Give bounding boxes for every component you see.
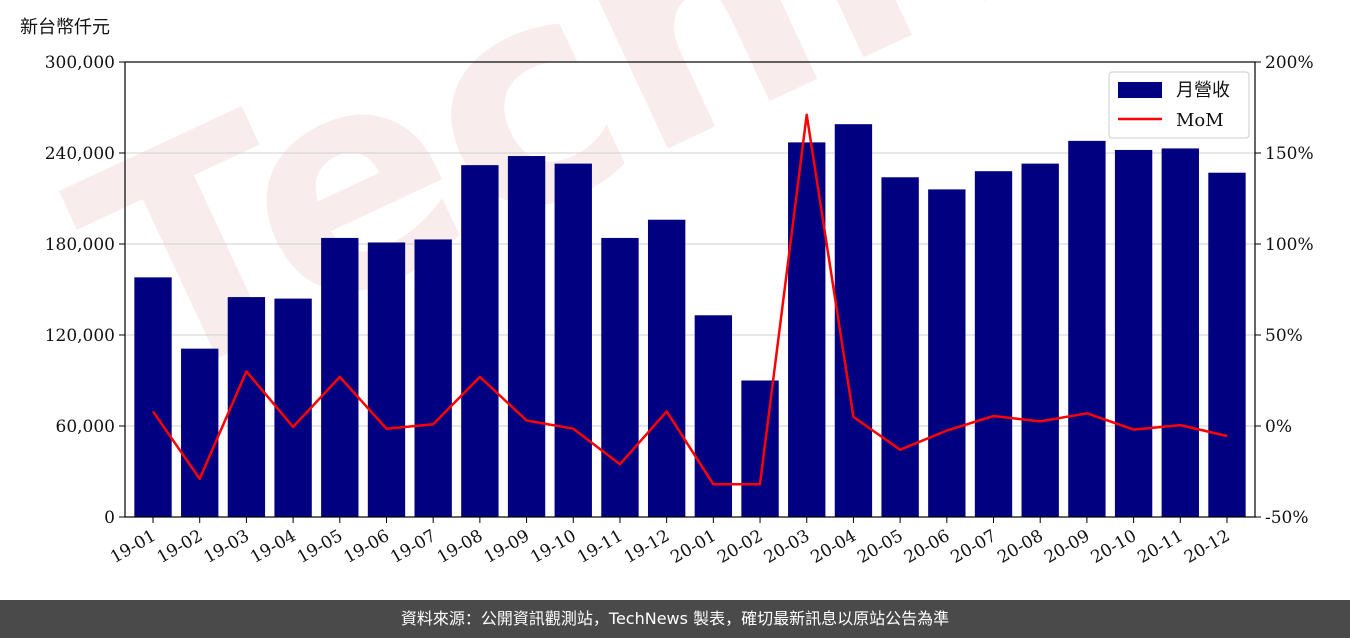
y2-tick-label: -50%: [1265, 508, 1309, 528]
revenue-bar: [974, 171, 1013, 517]
revenue-bar: [507, 156, 546, 518]
x-tick-label: 20-09: [1041, 526, 1093, 568]
revenue-bar: [601, 237, 639, 517]
x-tick-label: 19-02: [154, 526, 206, 568]
x-tick-label: 20-08: [994, 526, 1046, 568]
revenue-bar: [181, 348, 219, 517]
x-tick-label: 20-05: [854, 526, 906, 568]
x-tick-label: 20-07: [948, 526, 1000, 568]
y-tick-label: 180,000: [45, 235, 115, 255]
left-y-axis: 0 60,000 120,000 180,000 240,000 300,000: [45, 53, 125, 528]
revenue-bar: [461, 165, 499, 517]
x-tick-label: 19-08: [434, 526, 486, 568]
x-axis: 19-0119-0219-0319-0419-0519-0619-0719-08…: [107, 517, 1233, 568]
y2-tick-label: 150%: [1265, 144, 1314, 164]
x-tick-label: 19-10: [527, 526, 579, 568]
revenue-bar: [1021, 163, 1059, 517]
revenue-bars: [134, 124, 1246, 518]
revenue-bar: [1208, 172, 1246, 517]
revenue-bar: [274, 298, 312, 517]
x-tick-label: 19-09: [481, 526, 533, 568]
x-tick-label: 20-01: [667, 526, 719, 568]
y-tick-label: 60,000: [56, 417, 115, 437]
y-tick-label: 300,000: [45, 53, 115, 73]
y2-tick-label: 0%: [1265, 417, 1292, 437]
monthly-revenue-chart: TechNews 060,000120,000180,000240,000300…: [20, 0, 1350, 568]
x-tick-label: 19-01: [107, 526, 159, 568]
right-y-axis: -50% 0% 50% 100% 150% 200%: [1255, 53, 1314, 528]
y-tick-label: 120,000: [45, 326, 115, 346]
x-tick-label: 19-07: [387, 526, 439, 568]
x-tick-label: 19-11: [574, 526, 626, 568]
revenue-bar: [414, 239, 452, 517]
y-tick-label: 0: [104, 508, 115, 528]
mom-line-group: [151, 113, 1228, 486]
y-axis-label: 新台幣仟元: [20, 17, 110, 38]
mom-line: [151, 113, 1228, 486]
revenue-bar: [881, 177, 919, 517]
revenue-bar: [1068, 140, 1106, 517]
x-tick-label: 19-06: [341, 526, 393, 568]
grid-lines: [125, 152, 1255, 427]
revenue-bar: [367, 242, 406, 517]
x-tick-label: 20-04: [807, 526, 859, 568]
revenue-bar: [928, 189, 966, 517]
x-tick-label: 20-12: [1181, 526, 1233, 568]
revenue-bar: [647, 219, 686, 517]
x-tick-label: 20-10: [1088, 526, 1140, 568]
legend: 月營收 MoM: [1108, 71, 1250, 139]
x-tick-label: 19-05: [294, 526, 346, 568]
x-tick-label: 19-04: [247, 526, 299, 568]
legend-label-revenue: 月營收: [1176, 80, 1230, 101]
revenue-bar: [741, 380, 779, 517]
legend-label-mom: MoM: [1176, 110, 1224, 131]
x-tick-label: 19-03: [200, 526, 252, 568]
y-tick-label: 240,000: [45, 144, 115, 164]
revenue-bar: [834, 124, 873, 517]
legend-swatch-revenue: [1118, 82, 1162, 98]
revenue-bar: [694, 315, 733, 517]
revenue-bar: [1161, 148, 1199, 517]
revenue-bar: [134, 277, 172, 517]
x-tick-label: 19-12: [621, 526, 673, 568]
revenue-bar: [227, 297, 266, 517]
x-tick-label: 20-06: [901, 526, 953, 568]
x-tick-label: 20-03: [761, 526, 813, 568]
y2-tick-label: 200%: [1265, 53, 1314, 73]
x-tick-label: 20-11: [1134, 526, 1186, 568]
source-footer: 資料來源：公開資訊觀測站，TechNews 製表，確切最新訊息以原站公告為準: [0, 600, 1350, 638]
y2-tick-label: 50%: [1265, 326, 1303, 346]
x-tick-label: 20-02: [714, 526, 766, 568]
revenue-bar: [554, 163, 592, 517]
plot-frame: [124, 61, 1256, 518]
y2-tick-label: 100%: [1265, 235, 1314, 255]
revenue-bar: [1114, 149, 1153, 517]
